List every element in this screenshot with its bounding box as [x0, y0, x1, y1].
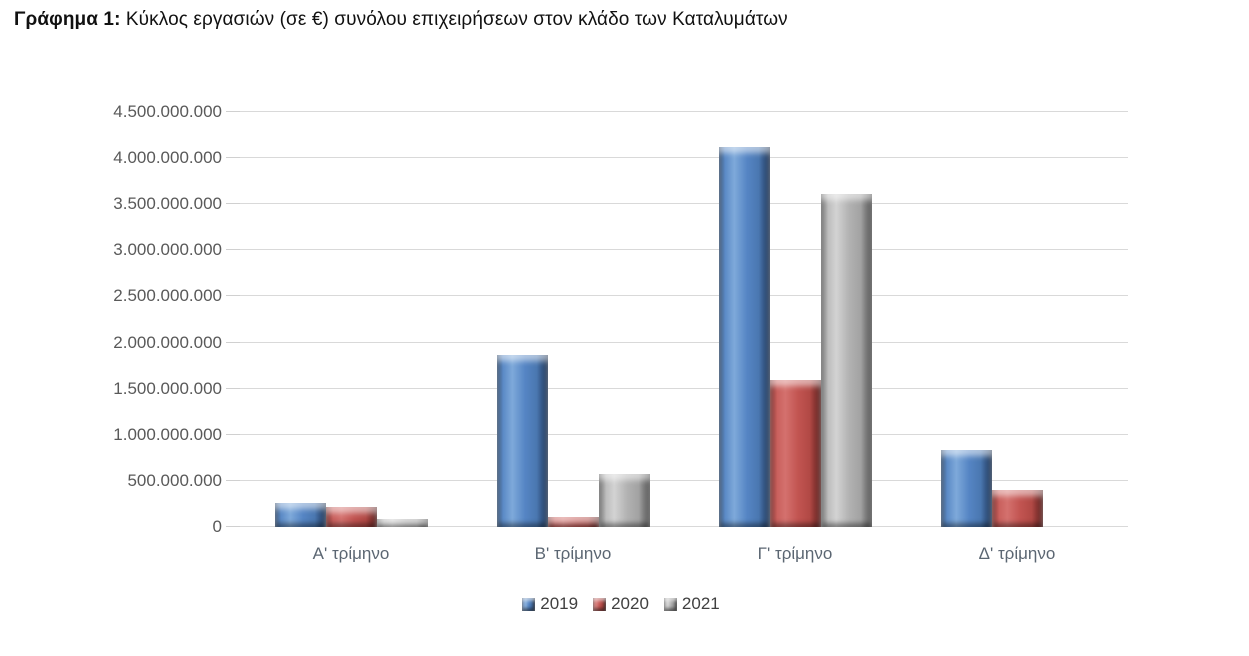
legend-item-2019: 2019: [522, 594, 578, 614]
bar-2019-3: [718, 147, 770, 527]
y-axis-tick-label: 4.000.000.000: [113, 148, 222, 168]
y-axis-tick: [226, 433, 240, 435]
plot-area: 0 500.000.000 1.000.000.000 1.500.000.000 2.…: [113, 102, 1128, 563]
y-axis-tick: [226, 157, 240, 159]
gridline: [240, 111, 1128, 112]
y-axis-tick-label: 0: [212, 517, 222, 536]
gridline: [240, 157, 1128, 159]
legend-marker-2019: [522, 597, 536, 611]
bar-2020-1: [325, 507, 377, 527]
y-axis-tick-label: 3.000.000.000: [113, 240, 222, 260]
gridline: [240, 203, 1128, 205]
x-axis-category-label: Β' τρίμηνο: [534, 544, 612, 563]
bar-2020-2: [547, 517, 599, 527]
y-axis-tick-label: 3.500.000.000: [113, 194, 222, 214]
y-axis-tick: [226, 387, 240, 389]
legend-item-2021: 2021: [663, 594, 720, 614]
y-axis-tick-label: 500.000.000: [127, 470, 222, 490]
x-axis-category-label: Δ' τρίμηνο: [978, 544, 1056, 563]
legend-label: 2020: [611, 594, 649, 613]
y-axis-tick: [226, 341, 240, 343]
y-axis-tick-label: 4.500.000.000: [113, 102, 222, 121]
y-axis-tick: [226, 203, 240, 205]
y-axis-tick: [226, 249, 240, 251]
gridline: [240, 387, 1128, 389]
gridline: [240, 249, 1128, 251]
chart-title-prefix: Γράφημα 1:: [14, 9, 121, 30]
bar-2019-2: [496, 355, 548, 527]
y-axis-tick: [226, 111, 240, 112]
chart-title: Γράφημα 1: Κύκλος εργασιών (σε €) συνόλο…: [14, 9, 788, 31]
legend-item-2020: 2020: [593, 594, 649, 614]
legend-label: 2019: [540, 594, 579, 613]
legend: 2019 2020 2021: [0, 594, 1242, 614]
x-axis-category-label: Α' τρίμηνο: [312, 544, 390, 563]
bar-2019-4: [940, 450, 992, 527]
bar-2021-1: [376, 519, 428, 527]
y-axis-tick-label: 2.500.000.000: [113, 286, 222, 306]
legend-label: 2021: [681, 594, 720, 613]
bar-2020-3: [769, 380, 821, 527]
y-axis-tick-label: 1.500.000.000: [113, 378, 222, 398]
gridline: [240, 433, 1128, 435]
x-axis-category-label: Γ' τρίμηνο: [757, 544, 833, 563]
bar-2020-4: [991, 490, 1043, 527]
legend-marker-2021: [663, 597, 677, 611]
chart-title-subtitle: Κύκλος εργασιών (σε €) συνόλου επιχειρήσ…: [120, 9, 788, 30]
y-axis-tick-label: 1.000.000.000: [113, 424, 222, 444]
gridline: [240, 341, 1128, 343]
gridline: [240, 479, 1128, 481]
y-axis-tick-label: 2.000.000.000: [113, 332, 222, 352]
y-axis-tick: [226, 526, 240, 527]
bar-2019-1: [274, 503, 326, 527]
gridline: [240, 526, 1128, 527]
bar-2021-3: [820, 194, 872, 527]
y-axis-tick: [226, 479, 240, 481]
bar-2021-2: [598, 474, 650, 527]
y-axis-tick: [226, 295, 240, 297]
legend-marker-2020: [593, 597, 607, 611]
gridline: [240, 295, 1128, 297]
